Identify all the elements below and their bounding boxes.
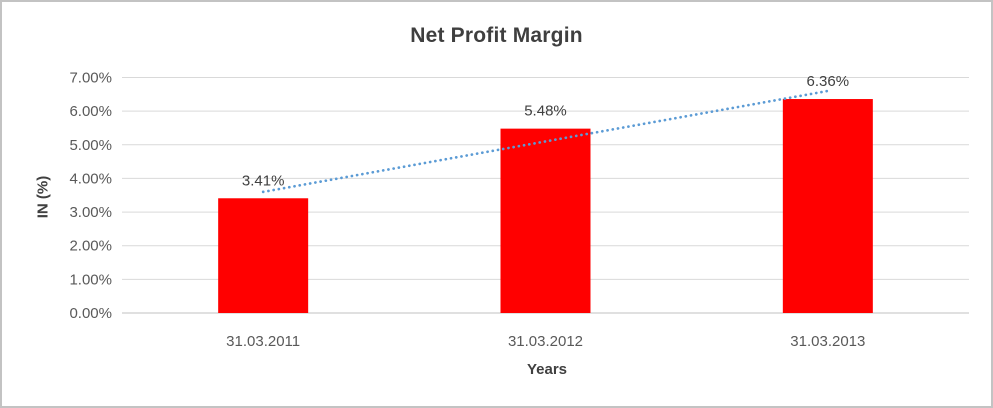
data-label: 3.41% [242,172,285,189]
y-tick-label: 4.00% [69,170,112,187]
y-tick-label: 1.00% [69,271,112,288]
y-tick-label: 0.00% [69,305,112,322]
data-label: 6.36% [807,73,850,90]
y-tick-label: 7.00% [69,70,112,87]
bar-31.03.2012 [500,128,591,313]
bar-31.03.2011 [218,198,309,313]
trendline [261,89,830,194]
x-tick-label: 31.03.2012 [508,333,583,350]
x-tick-label: 31.03.2013 [790,333,865,350]
x-tick-label: 31.03.2011 [226,333,300,350]
y-tick-label: 5.00% [69,137,112,154]
data-label: 5.48% [524,103,567,120]
y-tick-label: 2.00% [69,238,112,255]
y-tick-label: 6.00% [69,103,112,120]
chart-title: Net Profit Margin [410,24,583,47]
bar-31.03.2013 [782,99,873,313]
y-axis-title: IN (%) [34,175,52,219]
y-tick-label: 3.00% [69,204,112,221]
x-axis-title: Years [526,361,568,378]
